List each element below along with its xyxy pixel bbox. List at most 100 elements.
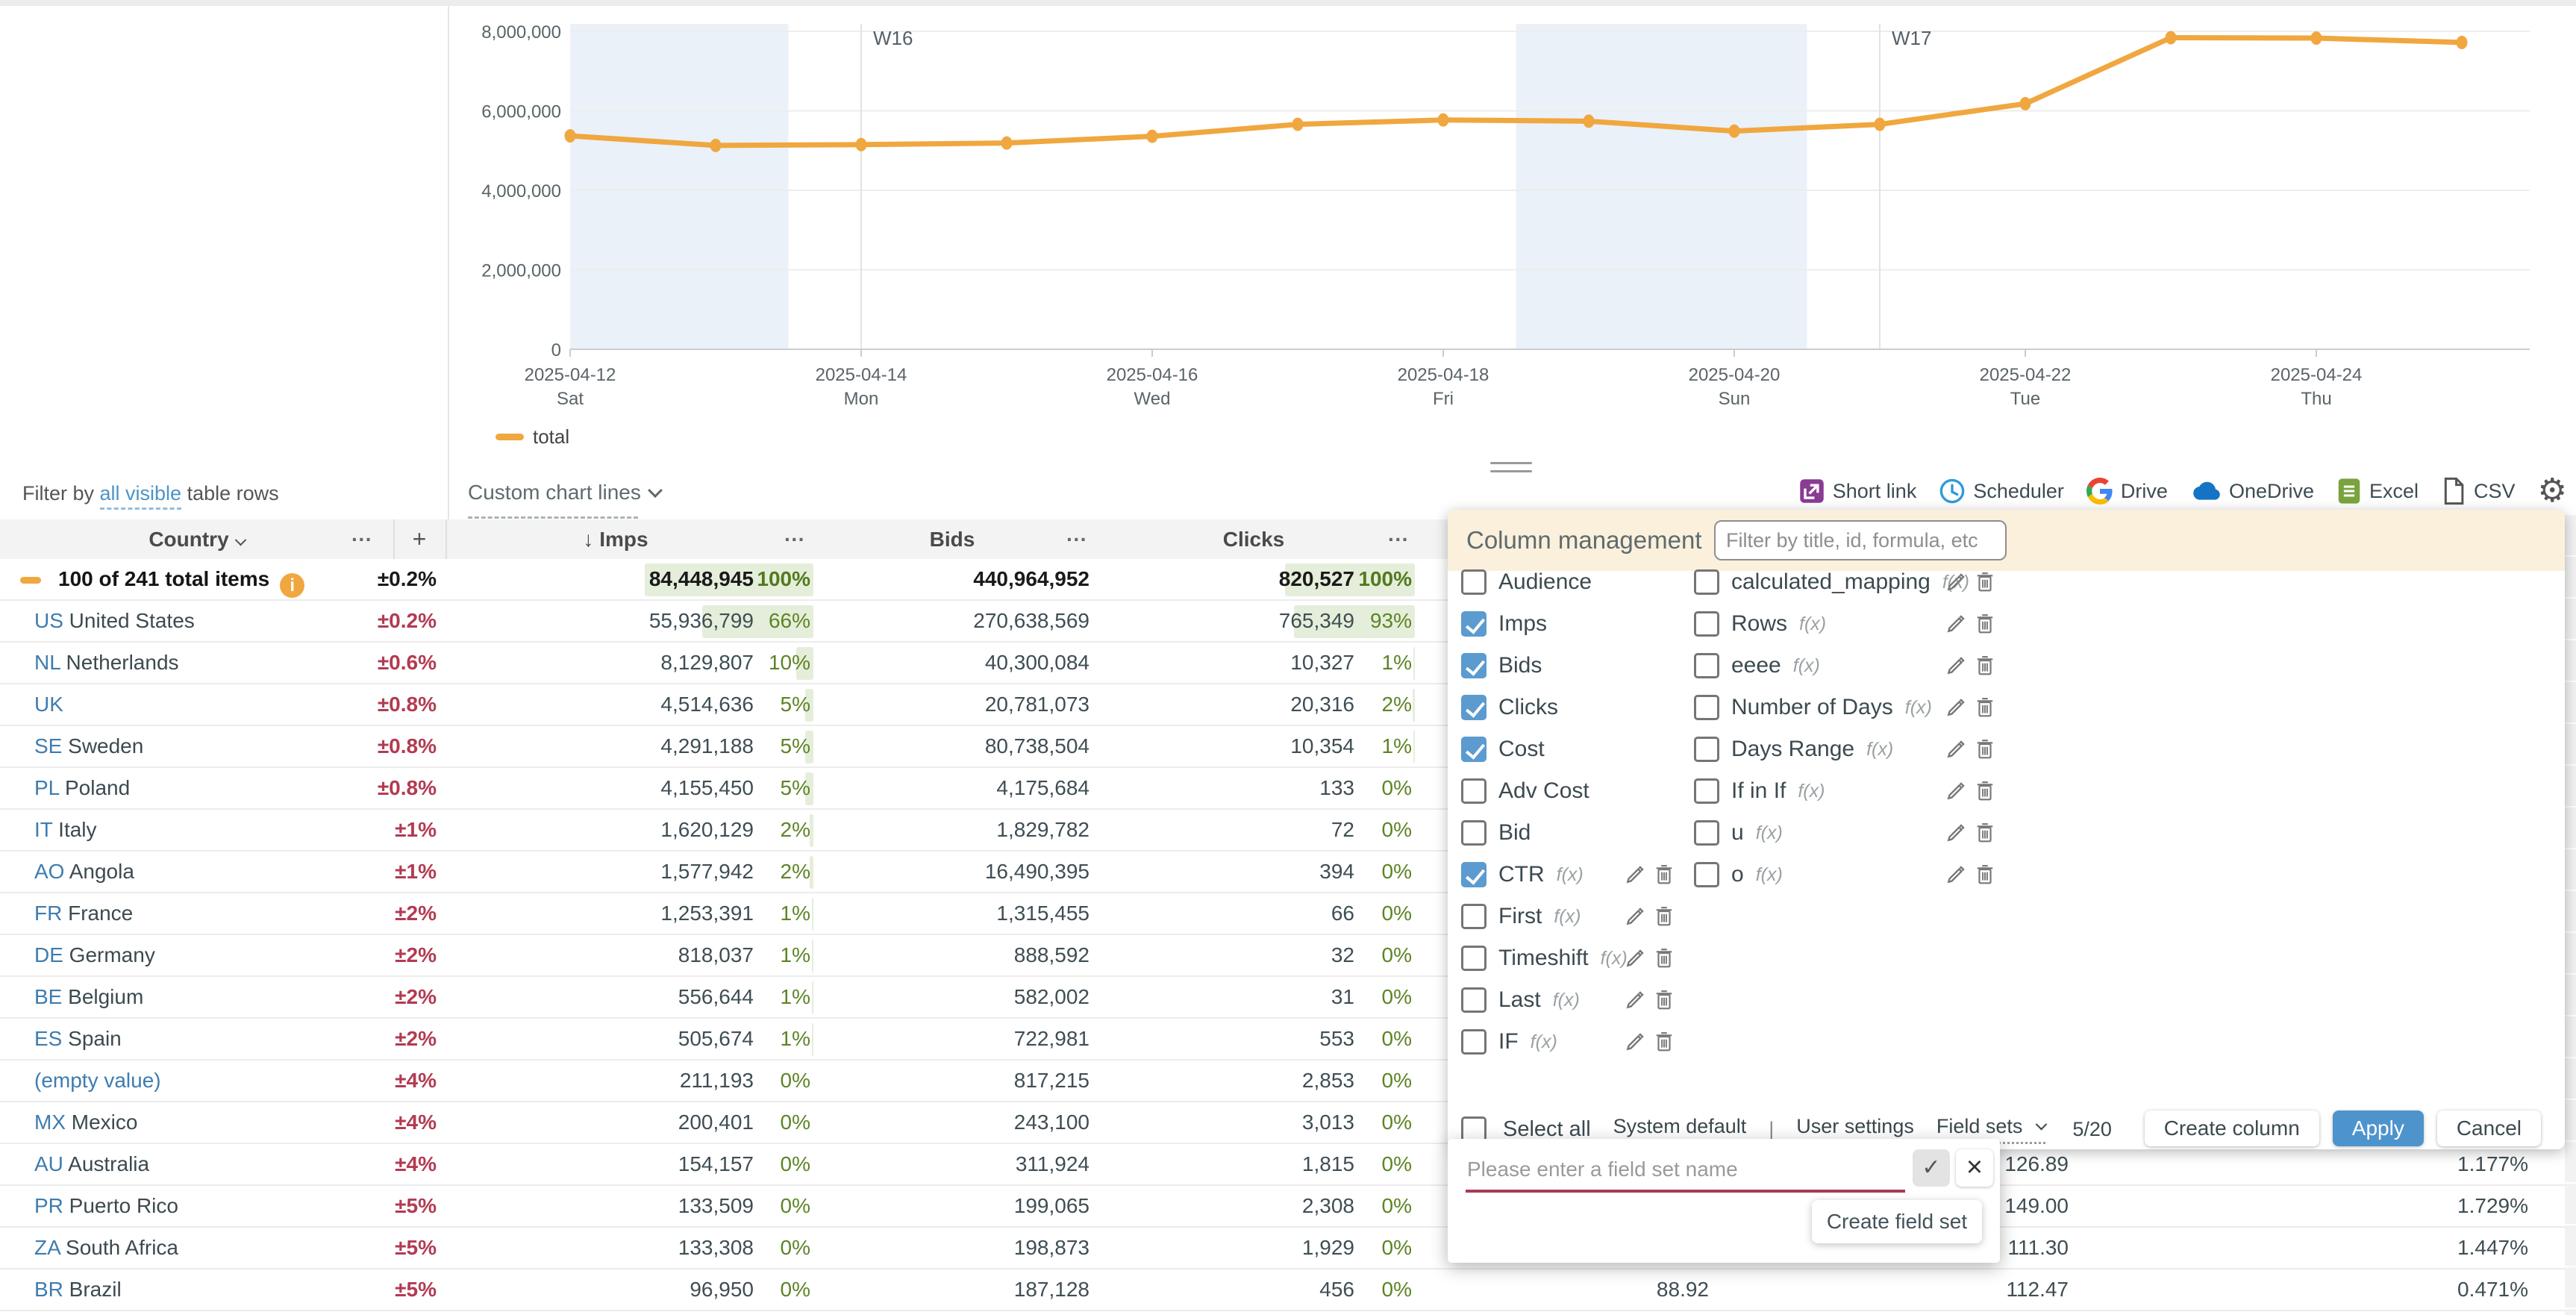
imps-column-header[interactable]: ↓ Imps [583,528,648,551]
add-column-button[interactable]: + [412,525,427,552]
checkbox[interactable] [1461,820,1486,846]
country-cell[interactable]: BR Brazil [34,1278,122,1301]
column-option-last[interactable]: Last f(x) [1461,984,1580,1016]
excel-export-button[interactable]: Excel [2336,477,2419,505]
google-drive-button[interactable]: Drive [2086,478,2168,505]
checkbox[interactable] [1461,1029,1486,1055]
table-row[interactable]: PR Puerto Rico ±5% 133,509 0% 199,065 2,308 0%… [0,1186,2576,1228]
column-option-bid[interactable]: Bid [1461,816,1531,849]
edit-pencil-icon[interactable] [1946,656,1966,675]
clicks-column-menu[interactable]: ··· [1388,528,1409,551]
edit-pencil-icon[interactable] [1625,865,1645,884]
country-cell[interactable]: SE Sweden [34,734,144,758]
csv-export-button[interactable]: CSV [2441,477,2516,505]
country-cell[interactable]: ZA South Africa [34,1236,178,1259]
edit-pencil-icon[interactable] [1946,698,1966,717]
country-cell[interactable]: MX Mexico [34,1111,138,1134]
country-cell[interactable]: AU Australia [34,1152,150,1175]
delete-trash-icon[interactable] [1655,990,1673,1011]
checkbox[interactable] [1461,904,1486,929]
country-cell[interactable]: PR Puerto Rico [34,1194,178,1217]
country-cell[interactable]: UK [34,684,63,725]
delete-trash-icon[interactable] [1655,1031,1673,1052]
column-option-o[interactable]: o f(x) [1694,858,1783,891]
column-option-audience[interactable]: Audience [1461,566,1592,599]
checkbox[interactable] [1461,946,1486,971]
cancel-button[interactable]: Cancel [2436,1111,2541,1146]
chart-legend[interactable]: total [495,425,569,449]
checkbox[interactable] [1694,820,1719,846]
edit-pencil-icon[interactable] [1946,740,1966,759]
checkbox[interactable] [1461,737,1486,762]
table-row[interactable]: BR Brazil ±5% 96,950 0% 187,128 456 0% 88.92 112… [0,1269,2576,1311]
delete-trash-icon[interactable] [1655,948,1673,969]
column-option-days-range[interactable]: Days Range f(x) [1694,733,1893,766]
field-set-name-input[interactable] [1466,1149,1905,1193]
bids-column-header[interactable]: Bids [929,528,975,551]
checkbox[interactable] [1694,862,1719,887]
delete-trash-icon[interactable] [1976,613,1994,634]
user-settings-link[interactable]: User settings [1796,1115,1914,1144]
delete-trash-icon[interactable] [1976,655,1994,676]
country-cell[interactable]: AO Angola [34,860,134,883]
onedrive-button[interactable]: OneDrive [2190,480,2314,503]
custom-chart-lines-toggle[interactable]: Custom chart lines [468,481,663,505]
scheduler-button[interactable]: Scheduler [1939,478,2064,505]
close-x-icon[interactable]: × [1956,1149,1993,1187]
create-field-set-button[interactable]: Create field set [1812,1200,1982,1243]
create-column-button[interactable]: Create column [2144,1111,2319,1146]
checkbox[interactable] [1694,778,1719,804]
edit-pencil-icon[interactable] [1625,907,1645,926]
country-column-header[interactable]: Country [0,519,393,559]
checkbox[interactable] [1461,862,1486,887]
country-cell[interactable]: ES Spain [34,1027,122,1050]
checkbox[interactable] [1461,611,1486,637]
confirm-check-icon[interactable]: ✓ [1913,1149,1950,1187]
checkbox[interactable] [1694,611,1719,637]
country-cell[interactable]: DE Germany [34,943,155,966]
checkbox[interactable] [1694,653,1719,678]
edit-pencil-icon[interactable] [1625,1032,1645,1052]
apply-button[interactable]: Apply [2332,1111,2424,1146]
column-option-eeee[interactable]: eeee f(x) [1694,649,1820,682]
delete-trash-icon[interactable] [1976,697,1994,718]
checkbox[interactable] [1461,778,1486,804]
country-cell[interactable]: PL Poland [34,776,131,799]
imps-column-menu[interactable]: ··· [784,528,805,551]
table-row[interactable]: ZA South Africa ±5% 133,308 0% 198,873 1,929 0… [0,1228,2576,1269]
column-option-u[interactable]: u f(x) [1694,816,1783,849]
edit-pencil-icon[interactable] [1946,781,1966,801]
column-option-rows[interactable]: Rows f(x) [1694,607,1826,640]
checkbox[interactable] [1694,569,1719,595]
delete-trash-icon[interactable] [1655,864,1673,885]
country-cell[interactable]: BE Belgium [34,985,144,1008]
column-option-imps[interactable]: Imps [1461,607,1547,640]
country-cell[interactable]: US United States [34,609,195,632]
table-row[interactable]: AU Australia ±4% 154,157 0% 311,924 1,815 0% 12… [0,1144,2576,1186]
settings-gear-button[interactable]: ⚙ [2538,475,2567,507]
delete-trash-icon[interactable] [1655,906,1673,927]
checkbox[interactable] [1461,653,1486,678]
chart-resize-handle[interactable] [1490,462,1532,478]
edit-pencil-icon[interactable] [1946,614,1966,634]
edit-pencil-icon[interactable] [1946,865,1966,884]
column-option-bids[interactable]: Bids [1461,649,1542,682]
delete-trash-icon[interactable] [1976,572,1994,593]
info-icon[interactable]: i [280,573,305,598]
edit-pencil-icon[interactable] [1625,949,1645,968]
checkbox[interactable] [1461,695,1486,720]
column-option-clicks[interactable]: Clicks [1461,691,1558,724]
column-option-cost[interactable]: Cost [1461,733,1545,766]
column-option-timeshift[interactable]: Timeshift f(x) [1461,942,1628,975]
checkbox[interactable] [1461,987,1486,1013]
column-filter-input[interactable] [1714,520,2007,560]
country-cell[interactable]: (empty value) [34,1069,161,1092]
short-link-button[interactable]: Short link [1798,478,1916,505]
select-all-checkbox[interactable] [1461,1116,1486,1142]
column-option-calculated-mapping[interactable]: calculated_mapping f(x) [1694,566,1969,599]
delete-trash-icon[interactable] [1976,864,1994,885]
bids-column-menu[interactable]: ··· [1066,528,1087,551]
column-option-first[interactable]: First f(x) [1461,900,1581,933]
country-cell[interactable]: NL Netherlands [34,651,179,674]
column-option-if-in-if[interactable]: If in If f(x) [1694,775,1825,808]
